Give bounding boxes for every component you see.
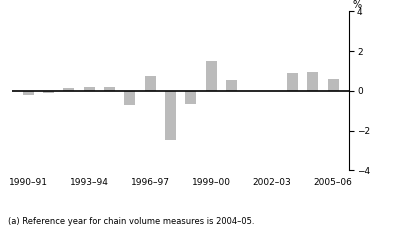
Bar: [287, 73, 298, 91]
Bar: [226, 80, 237, 91]
Bar: [206, 61, 217, 91]
Bar: [104, 87, 115, 91]
Bar: [165, 91, 176, 141]
Bar: [23, 91, 34, 95]
Bar: [63, 88, 74, 91]
Bar: [124, 91, 135, 105]
Bar: [43, 91, 54, 93]
Text: %: %: [353, 0, 362, 10]
Bar: [83, 87, 95, 91]
Bar: [328, 79, 339, 91]
Bar: [185, 91, 197, 104]
Text: (a) Reference year for chain volume measures is 2004–05.: (a) Reference year for chain volume meas…: [8, 217, 254, 226]
Bar: [307, 72, 318, 91]
Bar: [145, 76, 156, 91]
